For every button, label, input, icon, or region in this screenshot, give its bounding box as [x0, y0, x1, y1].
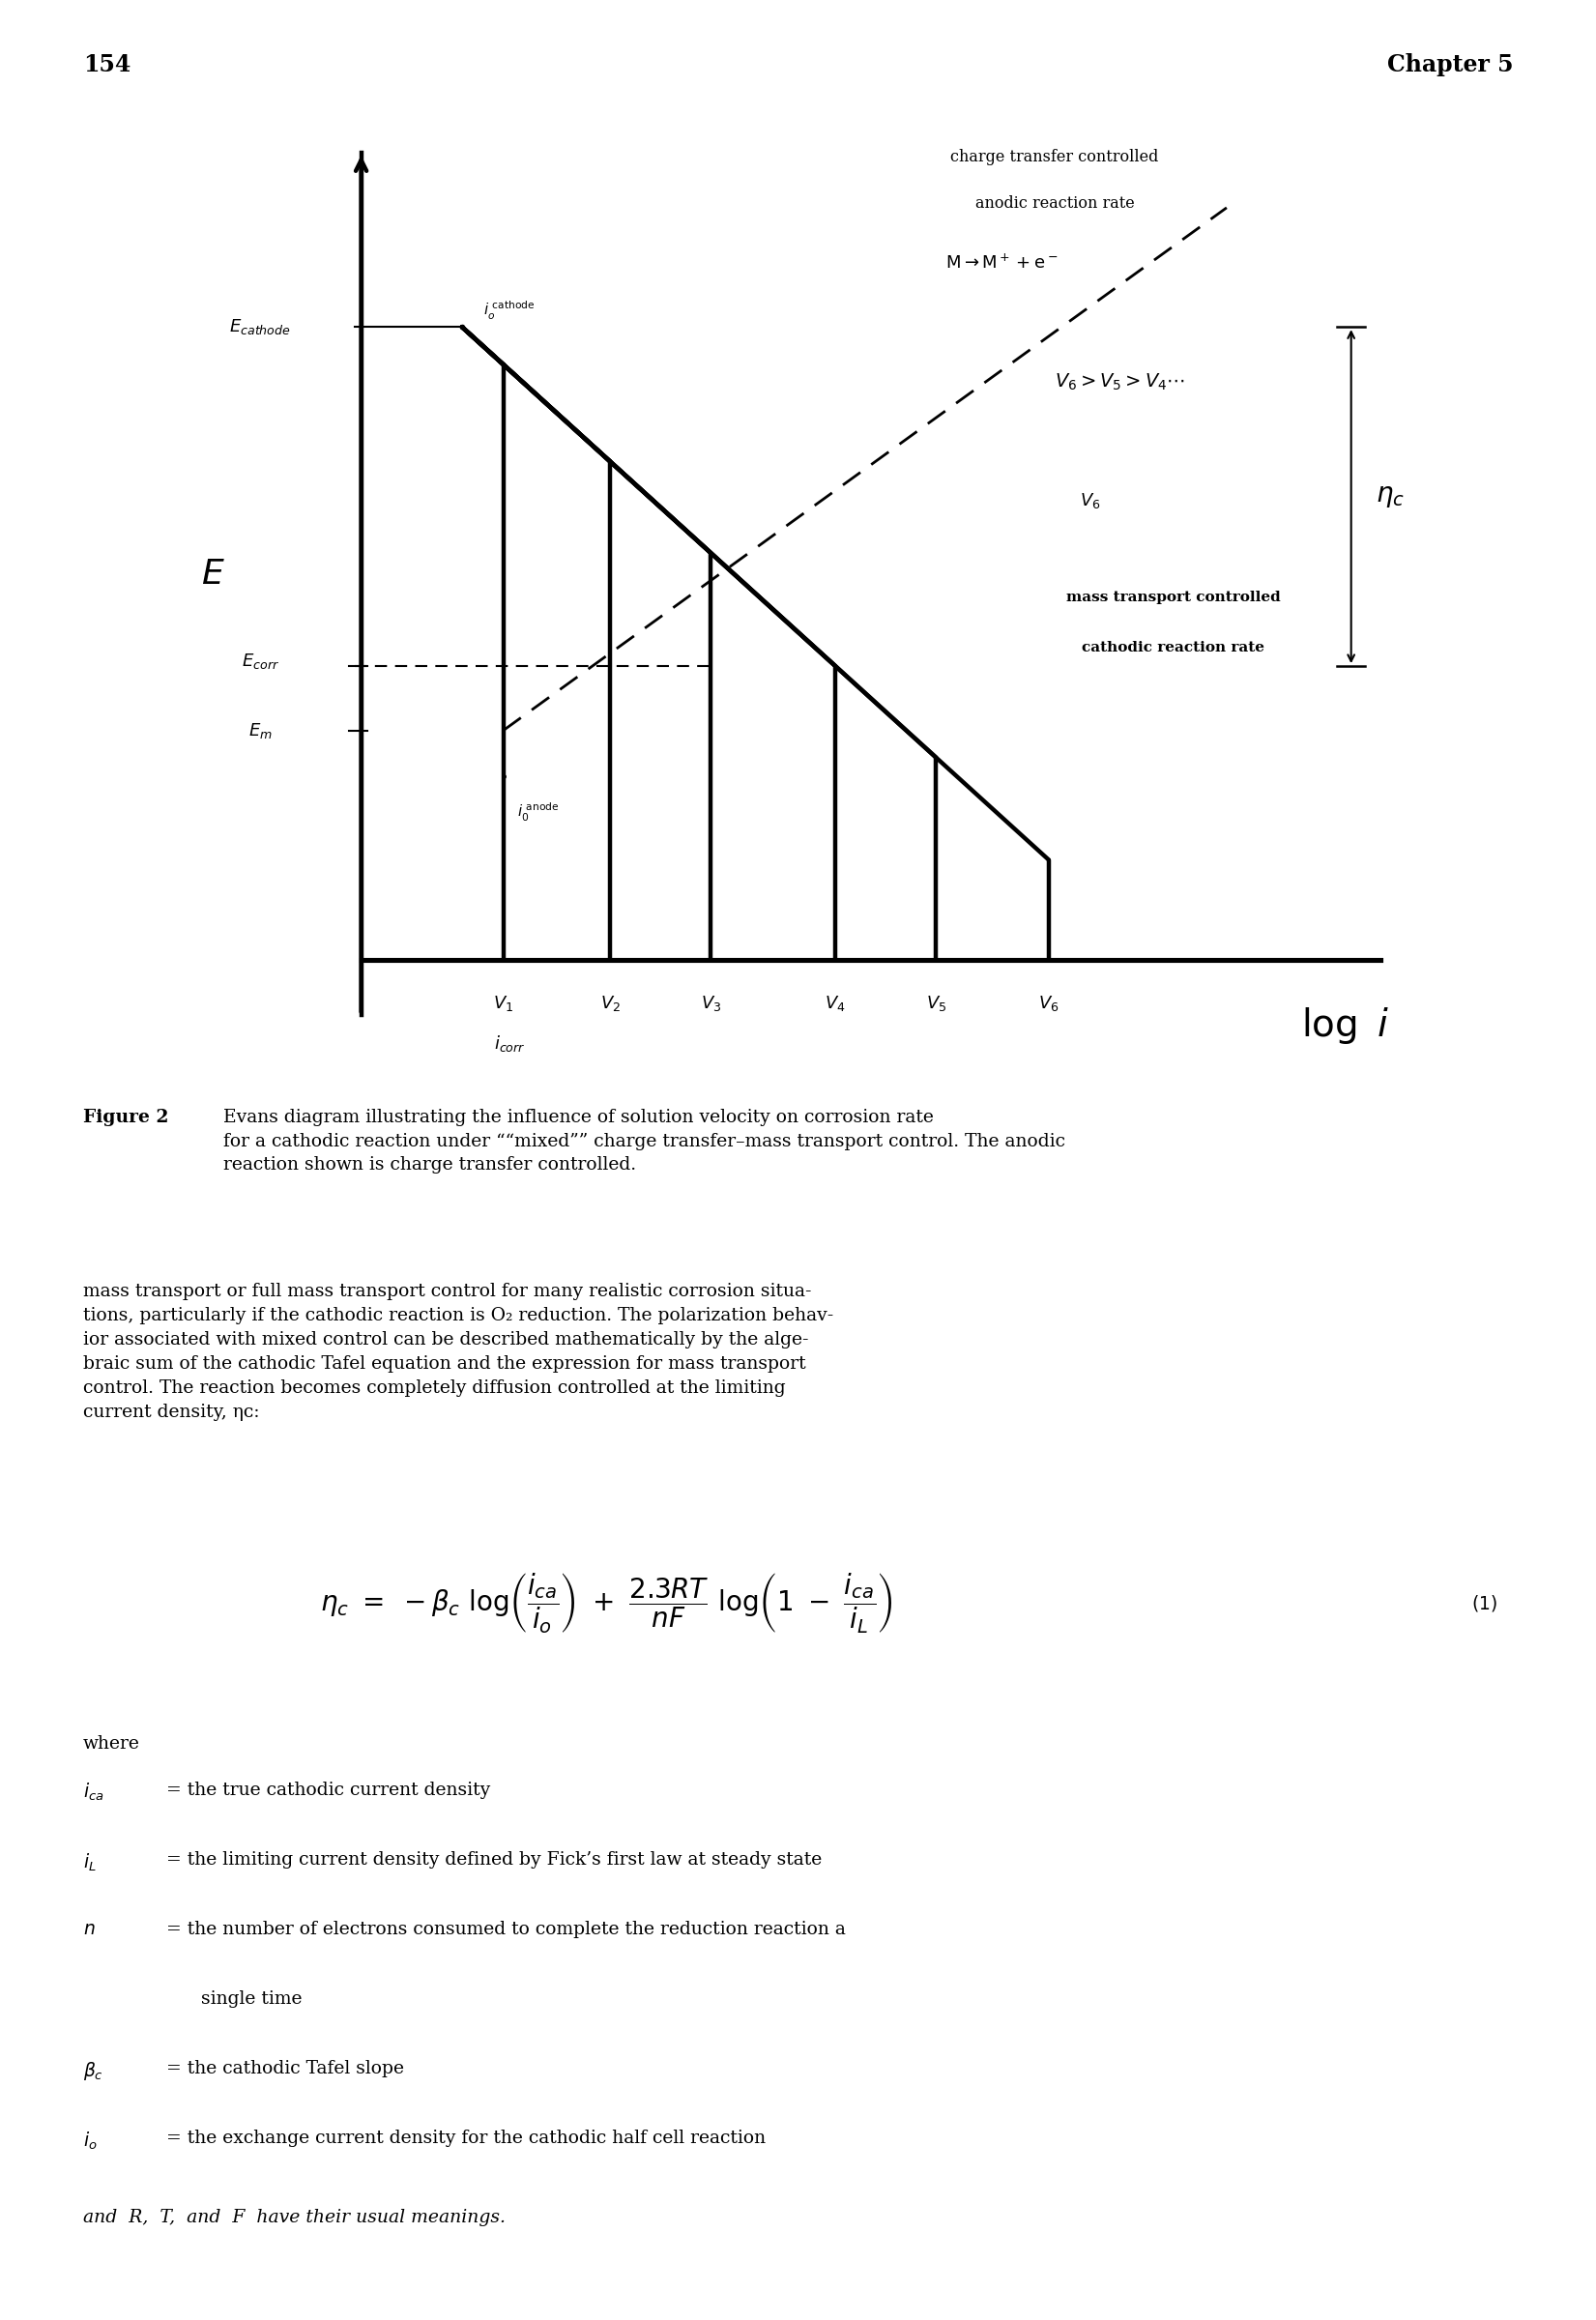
Text: and  R,  T,  and  F  have their usual meanings.: and R, T, and F have their usual meaning…: [83, 2209, 506, 2227]
Text: $\log\ i$: $\log\ i$: [1301, 1005, 1389, 1046]
Text: single time: single time: [166, 1991, 302, 2007]
Text: = the true cathodic current density: = the true cathodic current density: [166, 1782, 490, 1800]
Text: $V_4$: $V_4$: [825, 993, 846, 1014]
Text: $V_5$: $V_5$: [926, 993, 946, 1014]
Text: charge transfer controlled: charge transfer controlled: [951, 148, 1159, 165]
Text: $i_o$: $i_o$: [83, 2130, 97, 2151]
Text: $\mathrm{M \to M^+ + e^-}$: $\mathrm{M \to M^+ + e^-}$: [945, 253, 1058, 271]
Text: $i_L$: $i_L$: [83, 1851, 96, 1872]
Text: mass transport or full mass transport control for many realistic corrosion situa: mass transport or full mass transport co…: [83, 1283, 833, 1422]
Text: cathodic reaction rate: cathodic reaction rate: [1082, 640, 1264, 654]
Text: $V_6 > V_5 > V_4 \cdots$: $V_6 > V_5 > V_4 \cdots$: [1055, 371, 1186, 392]
Text: $n$: $n$: [83, 1921, 96, 1940]
Text: anodic reaction rate: anodic reaction rate: [975, 195, 1135, 211]
Text: = the cathodic Tafel slope: = the cathodic Tafel slope: [166, 2060, 404, 2079]
Text: $V_6$: $V_6$: [1039, 993, 1060, 1014]
Text: $V_3$: $V_3$: [701, 993, 721, 1014]
Text: Figure 2: Figure 2: [83, 1109, 169, 1125]
Text: $E$: $E$: [201, 559, 225, 592]
Text: $E_m$: $E_m$: [249, 722, 273, 740]
Text: = the number of electrons consumed to complete the reduction reaction a: = the number of electrons consumed to co…: [166, 1921, 846, 1940]
Text: $V_1$: $V_1$: [493, 993, 514, 1014]
Text: $E_{cathode}$: $E_{cathode}$: [230, 318, 290, 336]
Text: $V_6$: $V_6$: [1080, 492, 1101, 510]
Text: $\eta_c\ =\ -\beta_c\ \log\!\left(\dfrac{i_{ca}}{i_o}\right)\ +\ \dfrac{2.3RT}{n: $\eta_c\ =\ -\beta_c\ \log\!\left(\dfrac…: [321, 1571, 892, 1636]
Text: mass transport controlled: mass transport controlled: [1066, 592, 1280, 603]
Text: where: where: [83, 1735, 140, 1754]
Text: 154: 154: [83, 53, 131, 77]
Text: $\eta_c$: $\eta_c$: [1376, 483, 1404, 510]
Text: $i_{ca}$: $i_{ca}$: [83, 1782, 104, 1803]
Text: Evans diagram illustrating the influence of solution velocity on corrosion rate
: Evans diagram illustrating the influence…: [223, 1109, 1066, 1174]
Text: $\beta_c$: $\beta_c$: [83, 2060, 104, 2083]
Text: $E_{corr}$: $E_{corr}$: [241, 652, 279, 670]
Text: $(1)$: $(1)$: [1472, 1594, 1497, 1612]
Text: $V_2$: $V_2$: [600, 993, 621, 1014]
Text: $i_{corr}$: $i_{corr}$: [493, 1035, 525, 1053]
Text: $i_o^{\ \rm cathode}$: $i_o^{\ \rm cathode}$: [484, 299, 535, 322]
Text: $i_0^{\ \rm anode}$: $i_0^{\ \rm anode}$: [517, 800, 560, 824]
Text: Chapter 5: Chapter 5: [1387, 53, 1513, 77]
Text: = the exchange current density for the cathodic half cell reaction: = the exchange current density for the c…: [166, 2130, 766, 2148]
Text: = the limiting current density defined by Fick’s first law at steady state: = the limiting current density defined b…: [166, 1851, 822, 1870]
